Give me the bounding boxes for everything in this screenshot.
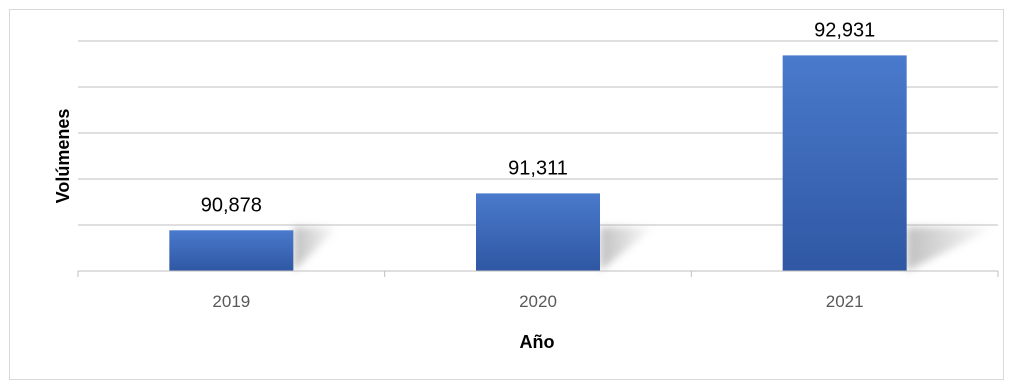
x-axis [77,270,999,277]
x-tick-label-2020: 2020 [519,292,557,311]
data-labels: 90,878 91,311 92,931 [201,19,876,216]
data-label-2019: 90,878 [201,194,262,216]
y-axis-title: Volúmenes [53,109,73,204]
bar-shadow [906,227,996,271]
bar-shadow [293,227,339,271]
bar-2019 [169,230,294,271]
bar-2021 [782,55,907,271]
x-tick-label-2021: 2021 [826,292,864,311]
bars [169,55,907,271]
bar-2020 [476,193,600,271]
data-label-2020: 91,311 [508,157,568,179]
data-label-2021: 92,931 [814,19,875,41]
bar-shadow [600,227,655,271]
x-axis-title: Año [520,332,555,352]
x-tick-labels: 2019 2020 2021 [212,292,863,311]
bar-shadows [293,227,996,271]
x-tick-label-2019: 2019 [212,292,250,311]
